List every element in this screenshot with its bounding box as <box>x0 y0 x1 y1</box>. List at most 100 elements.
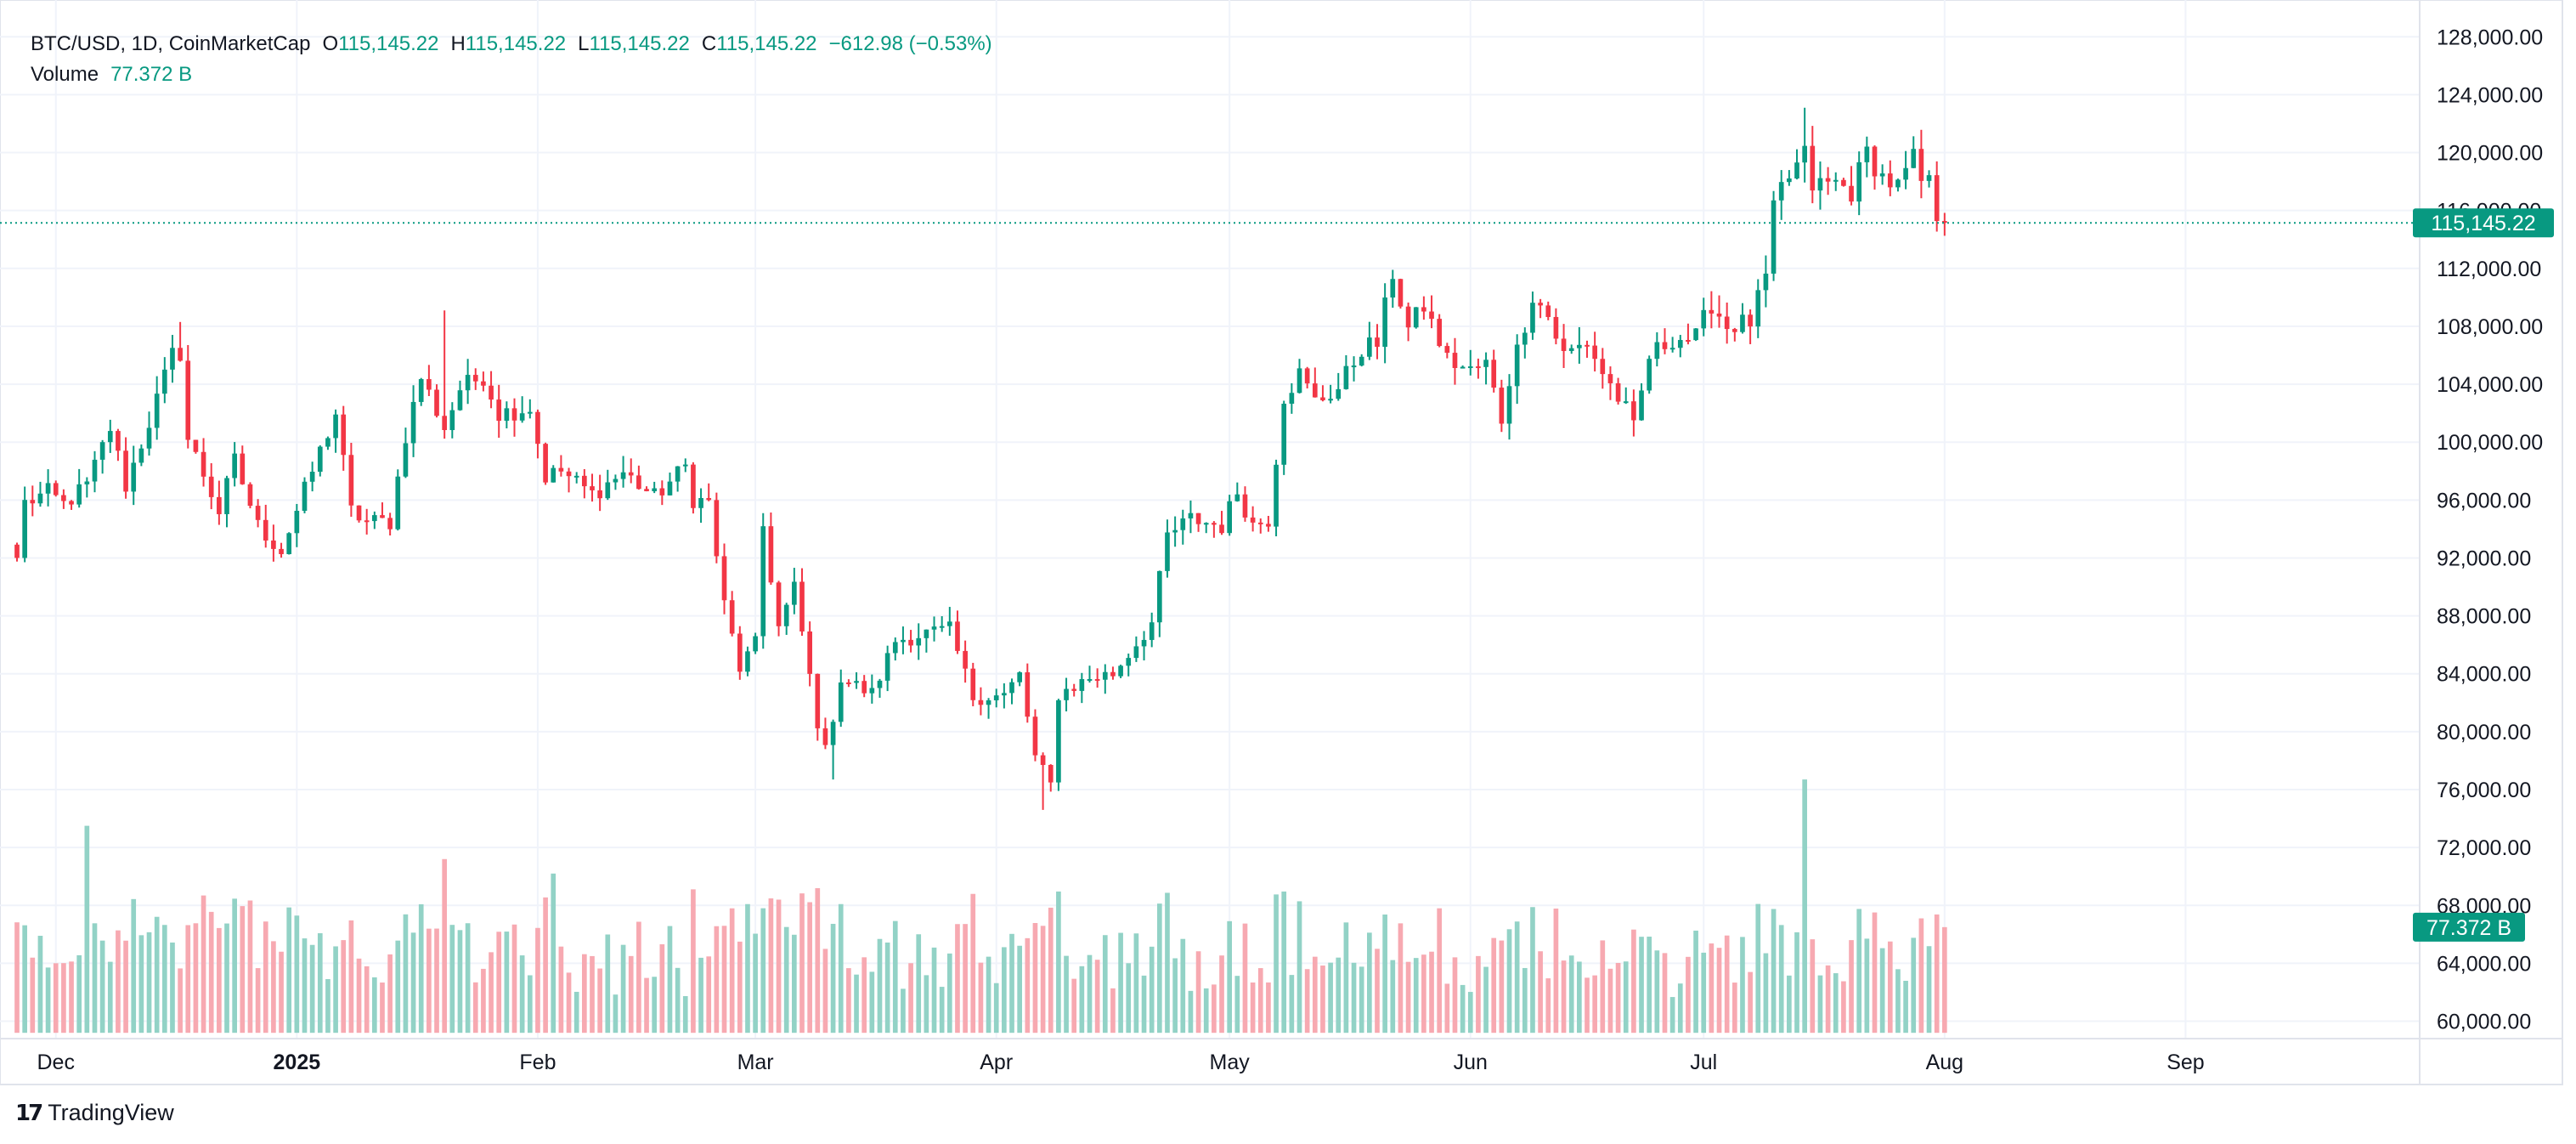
symbol-label[interactable]: BTC/USD, 1D, CoinMarketCap <box>31 32 311 55</box>
volume-bar <box>1064 955 1069 1034</box>
volume-bar <box>946 953 952 1034</box>
candle-body <box>1079 679 1085 691</box>
candle-body <box>1118 665 1123 677</box>
volume-bar <box>1553 908 1559 1034</box>
candle-body <box>558 467 564 472</box>
volume-bar <box>644 977 649 1034</box>
candle-body <box>1359 356 1364 366</box>
volume-bar <box>1444 983 1450 1034</box>
volume-bar <box>1731 983 1737 1034</box>
candle-body <box>916 637 922 646</box>
candle-body <box>815 673 821 728</box>
volume-bar <box>1002 947 1007 1034</box>
volume-bar <box>371 977 377 1034</box>
candle-body <box>1180 518 1186 530</box>
volume-bar <box>1165 892 1170 1034</box>
candle-body <box>1926 175 1932 181</box>
candle-body <box>1716 313 1722 317</box>
volume-bar <box>1227 920 1233 1034</box>
candle-body <box>138 448 144 463</box>
candle-body <box>131 462 137 492</box>
volume-bar <box>620 944 626 1034</box>
volume-bar <box>916 934 922 1034</box>
candle-body <box>504 408 510 422</box>
last-price-tag-bg <box>2413 208 2554 238</box>
volume-bar <box>939 987 945 1034</box>
candle-body <box>636 475 641 490</box>
candle-body <box>123 450 128 492</box>
volume-bar <box>1693 930 1698 1034</box>
candle-body <box>1467 366 1473 369</box>
brand-name[interactable]: TradingView <box>48 1100 174 1125</box>
volume-bar <box>924 975 929 1034</box>
volume-bar <box>1934 914 1940 1034</box>
candle-body <box>1312 383 1318 398</box>
candle-body <box>566 471 572 477</box>
candle-body <box>955 621 960 651</box>
candle-body <box>364 520 370 523</box>
candle-body <box>1615 382 1621 402</box>
volume-bar <box>1545 978 1551 1034</box>
volume-bar <box>22 925 27 1034</box>
candle-body <box>644 489 649 491</box>
volume-bar <box>1212 984 1217 1034</box>
volume-bar <box>1763 953 1769 1034</box>
candle-body <box>1522 332 1528 345</box>
candle-body <box>714 500 720 557</box>
volume-bar <box>410 932 416 1034</box>
candle-body <box>1918 149 1924 181</box>
candle-body <box>721 556 727 601</box>
candle-body <box>535 411 540 445</box>
price-tick-label: 80,000.00 <box>2437 721 2531 745</box>
candle-body <box>380 515 385 518</box>
candle-body <box>1561 338 1567 351</box>
volume-bar <box>1149 946 1155 1034</box>
ohlc-row: BTC/USD, 1D, CoinMarketCap O115,145.22 H11… <box>31 29 1004 59</box>
price-tick-label: 128,000.00 <box>2437 25 2543 49</box>
volume-bar <box>247 900 253 1034</box>
volume-bar <box>1336 957 1342 1034</box>
volume-bar <box>1274 894 1279 1034</box>
candle-body <box>45 483 51 494</box>
volume-bar <box>309 944 315 1034</box>
volume-bar <box>208 911 214 1034</box>
candle-body <box>286 533 292 554</box>
candle-body <box>1343 365 1349 389</box>
candle-body <box>1188 513 1194 518</box>
volume-bar <box>69 961 74 1034</box>
volume-bar <box>815 887 821 1034</box>
candle-body <box>1242 494 1248 518</box>
volume-bars <box>14 779 1947 1034</box>
volume-bar <box>729 908 735 1034</box>
candle-body <box>1553 316 1559 339</box>
volume-bar <box>1903 980 1908 1034</box>
candle-body <box>465 375 471 391</box>
candle-body <box>1903 167 1908 180</box>
volume-bar <box>1296 901 1302 1034</box>
candle-body <box>61 495 66 501</box>
candle-body <box>410 401 416 444</box>
volume-bar <box>1825 965 1831 1034</box>
volume-bar <box>1941 926 1947 1034</box>
candle-body <box>628 472 634 476</box>
high-value: 115,145.22 <box>465 32 567 55</box>
volume-label[interactable]: Volume <box>31 63 99 86</box>
x-tick-label: Feb <box>519 1051 556 1074</box>
volume-bar <box>457 930 463 1034</box>
candle-body <box>317 446 323 473</box>
price-tick-label: 64,000.00 <box>2437 952 2531 976</box>
volume-bar <box>1188 990 1194 1034</box>
volume-bar <box>37 936 43 1034</box>
candle-body <box>1025 672 1031 717</box>
candle-body <box>729 600 735 634</box>
candle-body <box>107 431 113 443</box>
candle-body <box>1172 530 1178 533</box>
volume-bar <box>963 924 968 1034</box>
tradingview-logo-icon[interactable]: 17 <box>15 1100 43 1126</box>
candle-body <box>1375 337 1380 348</box>
volume-bar <box>753 933 758 1034</box>
volume-tag: 77.372 B <box>2426 916 2511 940</box>
candle-body <box>1647 359 1652 391</box>
